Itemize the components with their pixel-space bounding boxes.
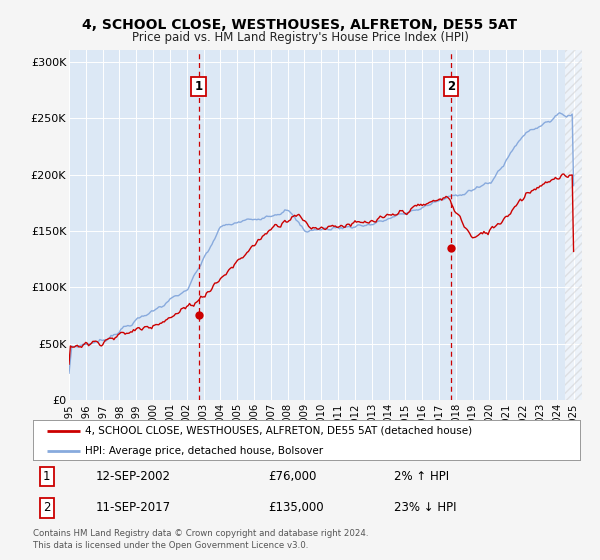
Text: 1: 1 <box>43 470 50 483</box>
Text: Contains HM Land Registry data © Crown copyright and database right 2024.: Contains HM Land Registry data © Crown c… <box>33 530 368 539</box>
Text: 2: 2 <box>43 501 50 515</box>
Text: 2: 2 <box>447 80 455 93</box>
Text: £135,000: £135,000 <box>268 501 324 515</box>
Text: This data is licensed under the Open Government Licence v3.0.: This data is licensed under the Open Gov… <box>33 541 308 550</box>
Bar <box>565 50 582 400</box>
Text: 2% ↑ HPI: 2% ↑ HPI <box>394 470 449 483</box>
Text: 11-SEP-2017: 11-SEP-2017 <box>96 501 171 515</box>
Text: 12-SEP-2002: 12-SEP-2002 <box>96 470 171 483</box>
Text: 4, SCHOOL CLOSE, WESTHOUSES, ALFRETON, DE55 5AT: 4, SCHOOL CLOSE, WESTHOUSES, ALFRETON, D… <box>82 18 518 32</box>
Text: 1: 1 <box>194 80 203 93</box>
Text: Price paid vs. HM Land Registry's House Price Index (HPI): Price paid vs. HM Land Registry's House … <box>131 31 469 44</box>
Text: 4, SCHOOL CLOSE, WESTHOUSES, ALFRETON, DE55 5AT (detached house): 4, SCHOOL CLOSE, WESTHOUSES, ALFRETON, D… <box>85 426 472 436</box>
Text: £76,000: £76,000 <box>268 470 317 483</box>
Text: 23% ↓ HPI: 23% ↓ HPI <box>394 501 457 515</box>
Text: HPI: Average price, detached house, Bolsover: HPI: Average price, detached house, Bols… <box>85 446 323 456</box>
